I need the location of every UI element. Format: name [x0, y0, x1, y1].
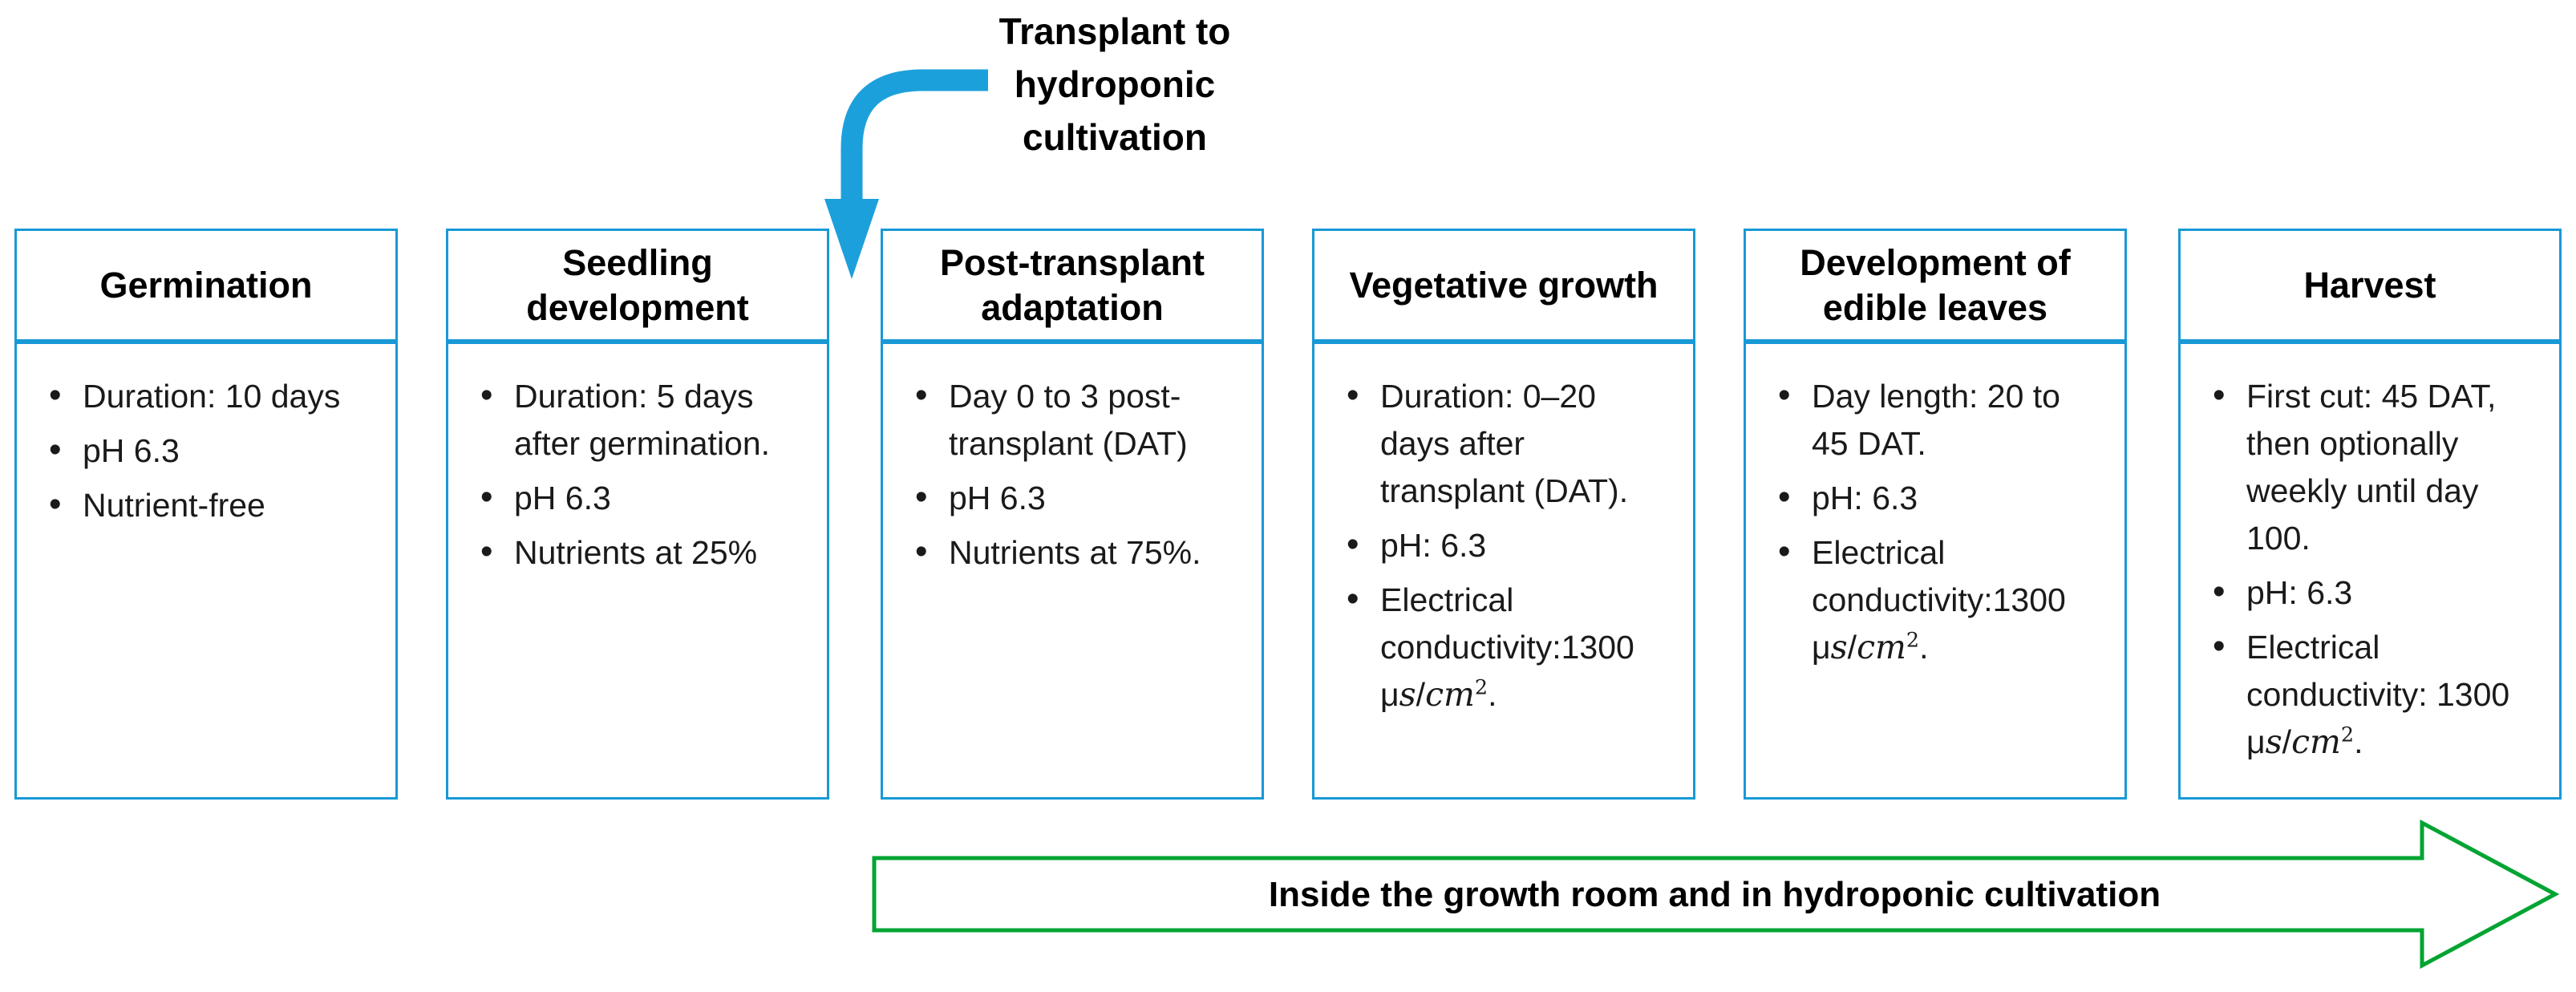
stage-bullet: Duration: 5 days after germination.: [476, 371, 808, 468]
stage-bullet: Nutrients at 75%.: [910, 528, 1242, 577]
stage-title: Seedling development: [446, 229, 829, 342]
stage-details: Duration: 0–20 days after transplant (DA…: [1312, 342, 1695, 800]
stage-box-post-transplant-adaptation: Post-transplant adaptation Day 0 to 3 pos…: [881, 229, 1264, 800]
transplant-annotation-line: cultivation: [1022, 116, 1208, 158]
stage-bullet: Electrical conductivity:1300 μs/cm2.: [1773, 528, 2105, 671]
stage-title: Harvest: [2178, 229, 2562, 342]
stage-title: Post-transplant adaptation: [881, 229, 1264, 342]
stage-box-vegetative-growth: Vegetative growth Duration: 0–20 days aft…: [1312, 229, 1695, 800]
stage-title: Germination: [14, 229, 398, 342]
stage-bullet-list: Day length: 20 to 45 DAT. pH: 6.3 Electric…: [1773, 371, 2105, 671]
stage-bullet: pH: 6.3: [1773, 473, 2105, 522]
stage-bullet-list: First cut: 45 DAT, then optionally weekl…: [2208, 371, 2540, 766]
stage-bullet: pH: 6.3: [2208, 568, 2540, 617]
stage-details: Duration: 5 days after germination. pH 6.…: [446, 342, 829, 800]
stage-box-harvest: Harvest First cut: 45 DAT, then optionall…: [2178, 229, 2562, 800]
stage-bullet: Nutrient-free: [44, 480, 376, 529]
stage-bullet: Day 0 to 3 post-transplant (DAT): [910, 371, 1242, 468]
stage-bullet-list: Duration: 0–20 days after transplant (DA…: [1342, 371, 1674, 719]
stage-bullet: First cut: 45 DAT, then optionally weekl…: [2208, 371, 2540, 562]
stage-bullet-list: Day 0 to 3 post-transplant (DAT) pH 6.3 Nu…: [910, 371, 1242, 577]
stage-bullet: Duration: 10 days: [44, 371, 376, 420]
stage-bullet: pH 6.3: [476, 473, 808, 522]
stage-bullet: Duration: 0–20 days after transplant (DA…: [1342, 371, 1674, 515]
growth-room-arrow-label: Inside the growth room and in hydroponic…: [1268, 875, 2161, 914]
transplant-annotation: Transplant to hydroponic cultivation: [946, 5, 1283, 164]
stage-details: Day length: 20 to 45 DAT. pH: 6.3 Electric…: [1744, 342, 2127, 800]
stage-bullet: Electrical conductivity:1300 μs/cm2.: [1342, 575, 1674, 719]
stage-box-development-of-edible-leaves: Development of edible leaves Day length: …: [1744, 229, 2127, 800]
stage-bullet-list: Duration: 5 days after germination. pH 6.…: [476, 371, 808, 577]
stage-details: First cut: 45 DAT, then optionally weekl…: [2178, 342, 2562, 800]
stage-box-seedling-development: Seedling development Duration: 5 days aft…: [446, 229, 829, 800]
stage-bullet: Day length: 20 to 45 DAT.: [1773, 371, 2105, 468]
stage-bullet: pH 6.3: [44, 426, 376, 475]
stage-bullet: Electrical conductivity: 1300 μs/cm2.: [2208, 622, 2540, 766]
transplant-annotation-line: hydroponic: [1014, 63, 1216, 105]
stage-details: Day 0 to 3 post-transplant (DAT) pH 6.3 Nu…: [881, 342, 1264, 800]
stage-bullet: Nutrients at 25%: [476, 528, 808, 577]
stage-title: Development of edible leaves: [1744, 229, 2127, 342]
stage-bullet: pH: 6.3: [1342, 520, 1674, 569]
transplant-annotation-line: Transplant to: [998, 10, 1231, 52]
stage-bullet-list: Duration: 10 days pH 6.3 Nutrient-free: [44, 371, 376, 529]
stage-bullet: pH 6.3: [910, 473, 1242, 522]
stage-title: Vegetative growth: [1312, 229, 1695, 342]
stage-details: Duration: 10 days pH 6.3 Nutrient-free: [14, 342, 398, 800]
stage-box-germination: Germination Duration: 10 days pH 6.3 Nutrie…: [14, 229, 398, 800]
